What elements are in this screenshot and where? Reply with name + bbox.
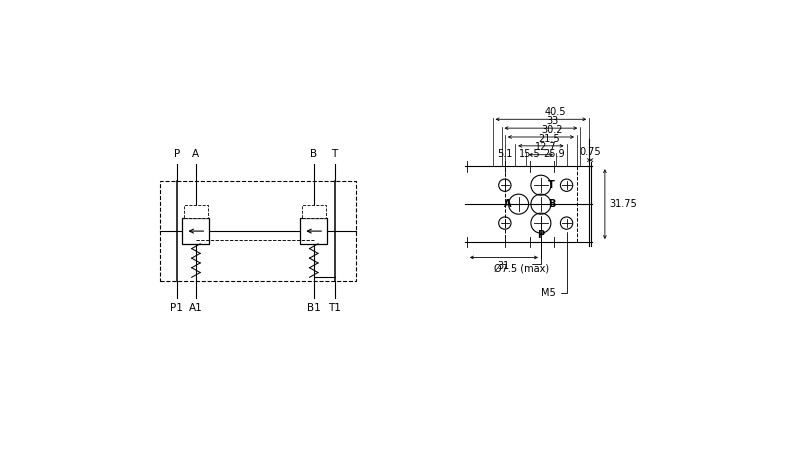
Bar	[300, 218, 327, 244]
Bar	[182, 218, 210, 244]
Text: M5: M5	[541, 232, 566, 298]
Text: T: T	[331, 149, 338, 159]
Bar	[160, 181, 356, 281]
Text: T: T	[547, 180, 554, 190]
Bar	[184, 205, 208, 218]
Text: A1: A1	[189, 303, 203, 314]
Text: 33: 33	[546, 116, 559, 126]
Bar	[302, 205, 326, 218]
Text: B1: B1	[307, 303, 321, 314]
Text: 5.1: 5.1	[497, 148, 513, 158]
Text: 21.5: 21.5	[538, 134, 559, 144]
Text: T1: T1	[328, 303, 341, 314]
Text: P: P	[174, 149, 180, 159]
Text: A: A	[504, 199, 511, 209]
Text: 31: 31	[498, 261, 510, 270]
Text: 30.2: 30.2	[541, 125, 562, 135]
Text: A: A	[192, 149, 199, 159]
Text: 40.5: 40.5	[545, 107, 566, 117]
Text: B: B	[548, 199, 555, 209]
Text: P1: P1	[170, 303, 183, 314]
Text: P: P	[538, 230, 545, 240]
Text: 25.9: 25.9	[543, 148, 565, 158]
Text: 12.7: 12.7	[534, 142, 556, 153]
Text: 15.5: 15.5	[518, 148, 540, 158]
Text: B: B	[310, 149, 318, 159]
Text: Ø7.5 (max): Ø7.5 (max)	[494, 236, 550, 274]
Text: 0.75: 0.75	[579, 147, 601, 157]
Text: 31.75: 31.75	[610, 199, 638, 209]
